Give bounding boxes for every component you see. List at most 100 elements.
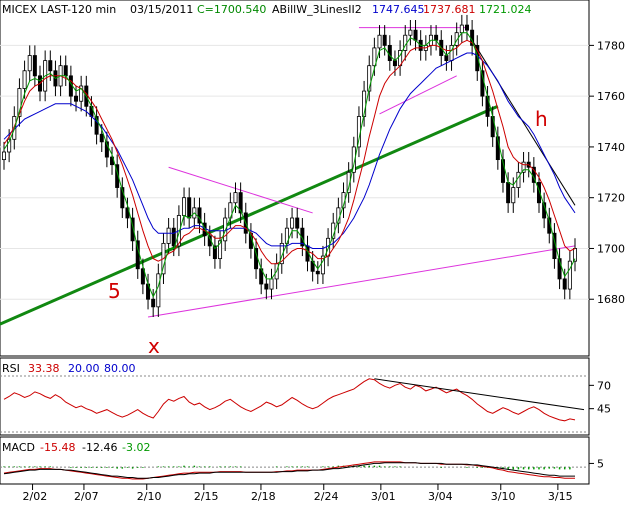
candle-body [464,24,469,31]
rsi-value: 33.38 [28,362,60,375]
candle-body [218,240,223,260]
macd-name: MACD [2,441,35,454]
macd-line [3,461,575,480]
x-tick-label: 3/01 [371,490,396,503]
candle-body [120,187,125,209]
candle-body [48,60,53,72]
candle-body [74,95,79,102]
rsi-low: 20.00 [68,362,100,375]
rsi-name: RSI [2,362,20,375]
macd-tick-label: 5 [597,457,604,470]
wave-label-x: x [148,334,160,358]
trendline-magenta-lower [147,245,576,318]
macd-value-2: -12.46 [82,441,117,454]
candle-body [166,227,171,244]
price-tick-label: 1700 [597,242,625,255]
x-tick-label: 2/15 [194,490,219,503]
macd-pane [0,436,590,485]
candle-body [187,197,192,219]
macd-value-1: -15.48 [40,441,75,454]
candle-body [140,268,145,285]
rsi-line [3,378,576,422]
price-tick-label: 1680 [597,293,625,306]
indicator-name: ABillW_3LinesII2 [272,3,362,16]
rsi-pane [0,357,590,436]
indicator-value-3: 1721.024 [479,3,532,16]
grid-lines [0,44,589,300]
candle-body [279,242,284,265]
candle-body [377,34,382,49]
candle-body [254,248,259,270]
candle-body [290,217,295,229]
chart-date: 03/15/2011 [130,3,193,16]
trendline-green [0,104,499,326]
candle-body [22,70,27,89]
x-tick-label: 2/10 [137,490,162,503]
price-tick-label: 1780 [597,39,625,52]
macd-line [3,462,575,479]
candle-body [264,283,269,290]
candle-body [506,182,511,204]
candle-body [459,24,464,34]
rsi-trendline [374,378,585,411]
candle-body [238,192,243,214]
x-tick-label: 2/24 [314,490,339,503]
indicator-line [3,39,576,265]
candle-body [434,34,439,41]
candle-body [151,298,156,308]
x-tick-label: 3/15 [548,490,573,503]
x-tick-label: 2/18 [251,490,276,503]
candle-body [562,278,567,290]
candle-body [99,133,104,143]
candle-body [351,146,356,173]
macd-lines [0,461,589,480]
candle-body [392,60,397,67]
indicator-line [3,32,576,298]
candle-body [567,260,572,290]
indicator-lines [3,32,576,298]
candle-body [63,65,68,77]
candle-body [7,138,12,153]
axis-labels: 1680 1700 1720 1740 1760 1780 2/02 2/07 2/10 2/15… [23,39,625,503]
candle-body [573,248,578,262]
x-tick-label: 2/07 [74,490,99,503]
x-tick-label: 2/02 [23,490,48,503]
candle-body [79,85,84,102]
candle-body [269,278,274,290]
candle-body [212,245,217,260]
candle-body [197,207,202,224]
rsi-lines [0,375,589,433]
price-tick-label: 1740 [597,141,625,154]
candle-body [94,116,99,135]
candle-body [454,32,459,46]
price-tick-label: 1760 [597,90,625,103]
candle-body [367,65,372,92]
rsi-tick-label: 45 [597,403,611,416]
candle-body [295,217,300,229]
candle-body [475,44,480,72]
candle-body [104,141,109,158]
candle-body [382,34,387,46]
candle-body [413,29,418,41]
x-tick-label: 3/04 [428,490,453,503]
macd-value-3: -3.02 [122,441,150,454]
candle-body [300,227,305,247]
rsi-tick-label: 70 [597,379,611,392]
candle-body [17,88,22,117]
candle-body [511,187,516,204]
close-value: C=1700.540 [197,3,266,16]
x-tick-label: 3/10 [491,490,516,503]
candle-body [32,55,37,77]
candle-body [521,161,526,173]
chart-symbol: MICEX LAST-120 min [2,3,116,16]
candle-body [27,55,32,72]
candle-body [2,151,7,161]
candle-body [130,217,135,242]
candle-body [156,273,161,308]
candle-body [233,192,238,204]
candle-body [372,47,377,67]
candle-body [408,29,413,36]
wave-label-5: 5 [108,279,121,303]
price-pane [0,0,590,357]
